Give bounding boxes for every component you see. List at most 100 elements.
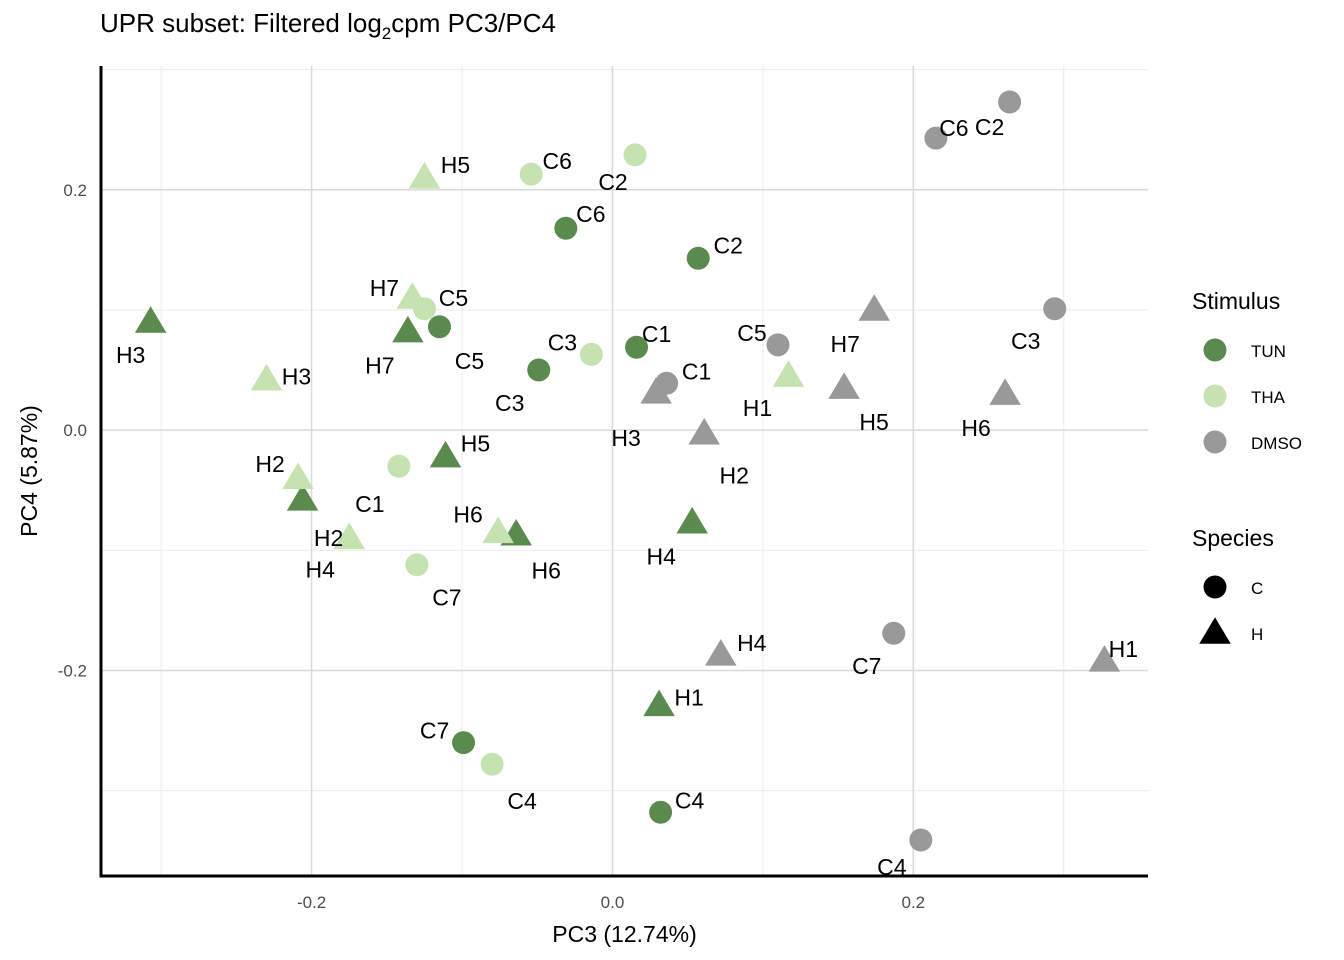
data-point-dmso-c5 <box>766 333 790 357</box>
data-point-tun-h1 <box>643 689 675 717</box>
point-label: H3 <box>611 425 640 451</box>
point-label: H6 <box>453 501 482 527</box>
point-label: C5 <box>455 348 484 374</box>
chart-title-main: UPR subset: Filtered log <box>100 8 382 38</box>
data-point-tun-c4 <box>649 800 673 824</box>
data-point-dmso-h2 <box>688 417 720 445</box>
legend-stimulus-key-tha <box>1203 384 1227 408</box>
data-point-dmso-h3 <box>640 377 672 404</box>
point-label: C6 <box>939 115 968 141</box>
x-tick-label: 0.2 <box>902 893 926 912</box>
data-point-tha-h3 <box>250 363 283 391</box>
legend-stimulus-label-dmso: DMSO <box>1251 434 1302 453</box>
point-label: H6 <box>961 415 990 441</box>
data-point-tun-h7 <box>392 315 424 343</box>
data-point-dmso-h1 <box>1088 645 1121 672</box>
data-point-tha-h6 <box>482 516 514 544</box>
point-label: C2 <box>714 232 743 258</box>
data-point-tun-h4 <box>676 506 708 534</box>
data-point-tun-h5 <box>429 440 462 468</box>
point-label: C5 <box>439 285 468 311</box>
data-point-tha-h4 <box>333 522 365 550</box>
point-label: H5 <box>461 431 490 457</box>
point-label: H5 <box>441 152 470 178</box>
data-point-tha-c6 <box>519 162 543 186</box>
data-point-dmso-h6 <box>989 378 1021 405</box>
x-tick-label: 0.0 <box>601 893 625 912</box>
point-label: C4 <box>877 854 907 880</box>
data-point-dmso-c3 <box>1043 297 1067 321</box>
data-point-tha-c5 <box>412 297 436 321</box>
data-point-tha-c3 <box>579 342 603 366</box>
legend-stimulus-key-tun <box>1203 338 1227 362</box>
data-point-tha-c7 <box>405 553 429 577</box>
legend-species-label-c: C <box>1251 579 1263 598</box>
point-label: H7 <box>365 353 394 379</box>
y-tick-label: -0.2 <box>58 661 87 680</box>
point-label: H1 <box>1109 636 1138 662</box>
point-label: H5 <box>859 409 888 435</box>
point-label: H3 <box>116 342 145 368</box>
y-tick-label: 0.0 <box>63 421 87 440</box>
point-label: H4 <box>646 544 676 570</box>
point-label: H7 <box>831 331 860 357</box>
data-point-tun-c5 <box>427 315 451 339</box>
point-label: H2 <box>255 451 284 477</box>
point-label: H1 <box>743 395 772 421</box>
legend-species-label-h: H <box>1251 625 1263 644</box>
data-point-tun-h3 <box>134 306 167 333</box>
chart-title: UPR subset: Filtered log2cpm PC3/PC4 <box>100 8 556 43</box>
point-label: C6 <box>543 148 572 174</box>
legend-stimulus-label-tha: THA <box>1251 388 1286 407</box>
legend-stimulus-key-dmso <box>1203 430 1227 454</box>
data-point-dmso-h4 <box>705 639 737 666</box>
point-label: C7 <box>432 585 461 611</box>
point-label: H2 <box>314 525 343 551</box>
data-point-dmso-c7 <box>882 621 906 645</box>
point-label: H4 <box>737 630 767 656</box>
point-label: C3 <box>1011 328 1040 354</box>
point-label: C3 <box>548 329 577 355</box>
data-point-tha-h1 <box>772 360 805 387</box>
data-point-tun-c3 <box>527 358 551 382</box>
y-tick-label: 0.2 <box>63 181 87 200</box>
point-label: C1 <box>642 321 671 347</box>
data-point-dmso-h5 <box>828 372 860 399</box>
data-point-tun-c7 <box>452 731 476 755</box>
point-label: H1 <box>674 684 703 710</box>
point-label: C2 <box>598 169 627 195</box>
data-point-tha-h2 <box>282 462 314 490</box>
data-point-tha-c1 <box>387 454 411 478</box>
point-label: C5 <box>737 320 766 346</box>
data-point-tun-c6 <box>554 216 578 240</box>
point-label: C3 <box>495 390 524 416</box>
data-point-dmso-c6 <box>924 126 948 150</box>
point-label: C4 <box>507 788 537 814</box>
point-label: C6 <box>576 201 605 227</box>
point-label: C1 <box>682 358 711 384</box>
data-point-tha-c4 <box>480 752 504 776</box>
legend-species-title: Species <box>1192 525 1274 551</box>
x-tick-label: -0.2 <box>297 893 326 912</box>
data-point-tun-c1 <box>625 335 649 359</box>
point-label: C4 <box>675 787 705 813</box>
point-label: C7 <box>852 653 881 679</box>
point-label: C7 <box>420 718 449 744</box>
point-label: H2 <box>720 463 749 489</box>
data-point-tha-c2 <box>623 143 647 167</box>
data-point-tun-h2 <box>286 484 319 511</box>
point-label: H7 <box>370 275 399 301</box>
point-label: H4 <box>306 556 336 582</box>
data-point-tha-h5 <box>408 162 441 189</box>
chart-title-rest: cpm PC3/PC4 <box>391 8 556 38</box>
data-point-dmso-c2 <box>998 90 1022 114</box>
chart-title-subscript: 2 <box>381 24 392 43</box>
data-point-dmso-c4 <box>909 828 933 852</box>
y-axis-title: PC4 (5.87%) <box>16 405 42 537</box>
point-label: C2 <box>975 114 1004 140</box>
x-axis-title: PC3 (12.74%) <box>552 921 696 947</box>
legend-stimulus-title: Stimulus <box>1192 288 1280 314</box>
data-point-dmso-h7 <box>858 294 890 321</box>
data-point-tun-c2 <box>686 246 710 270</box>
